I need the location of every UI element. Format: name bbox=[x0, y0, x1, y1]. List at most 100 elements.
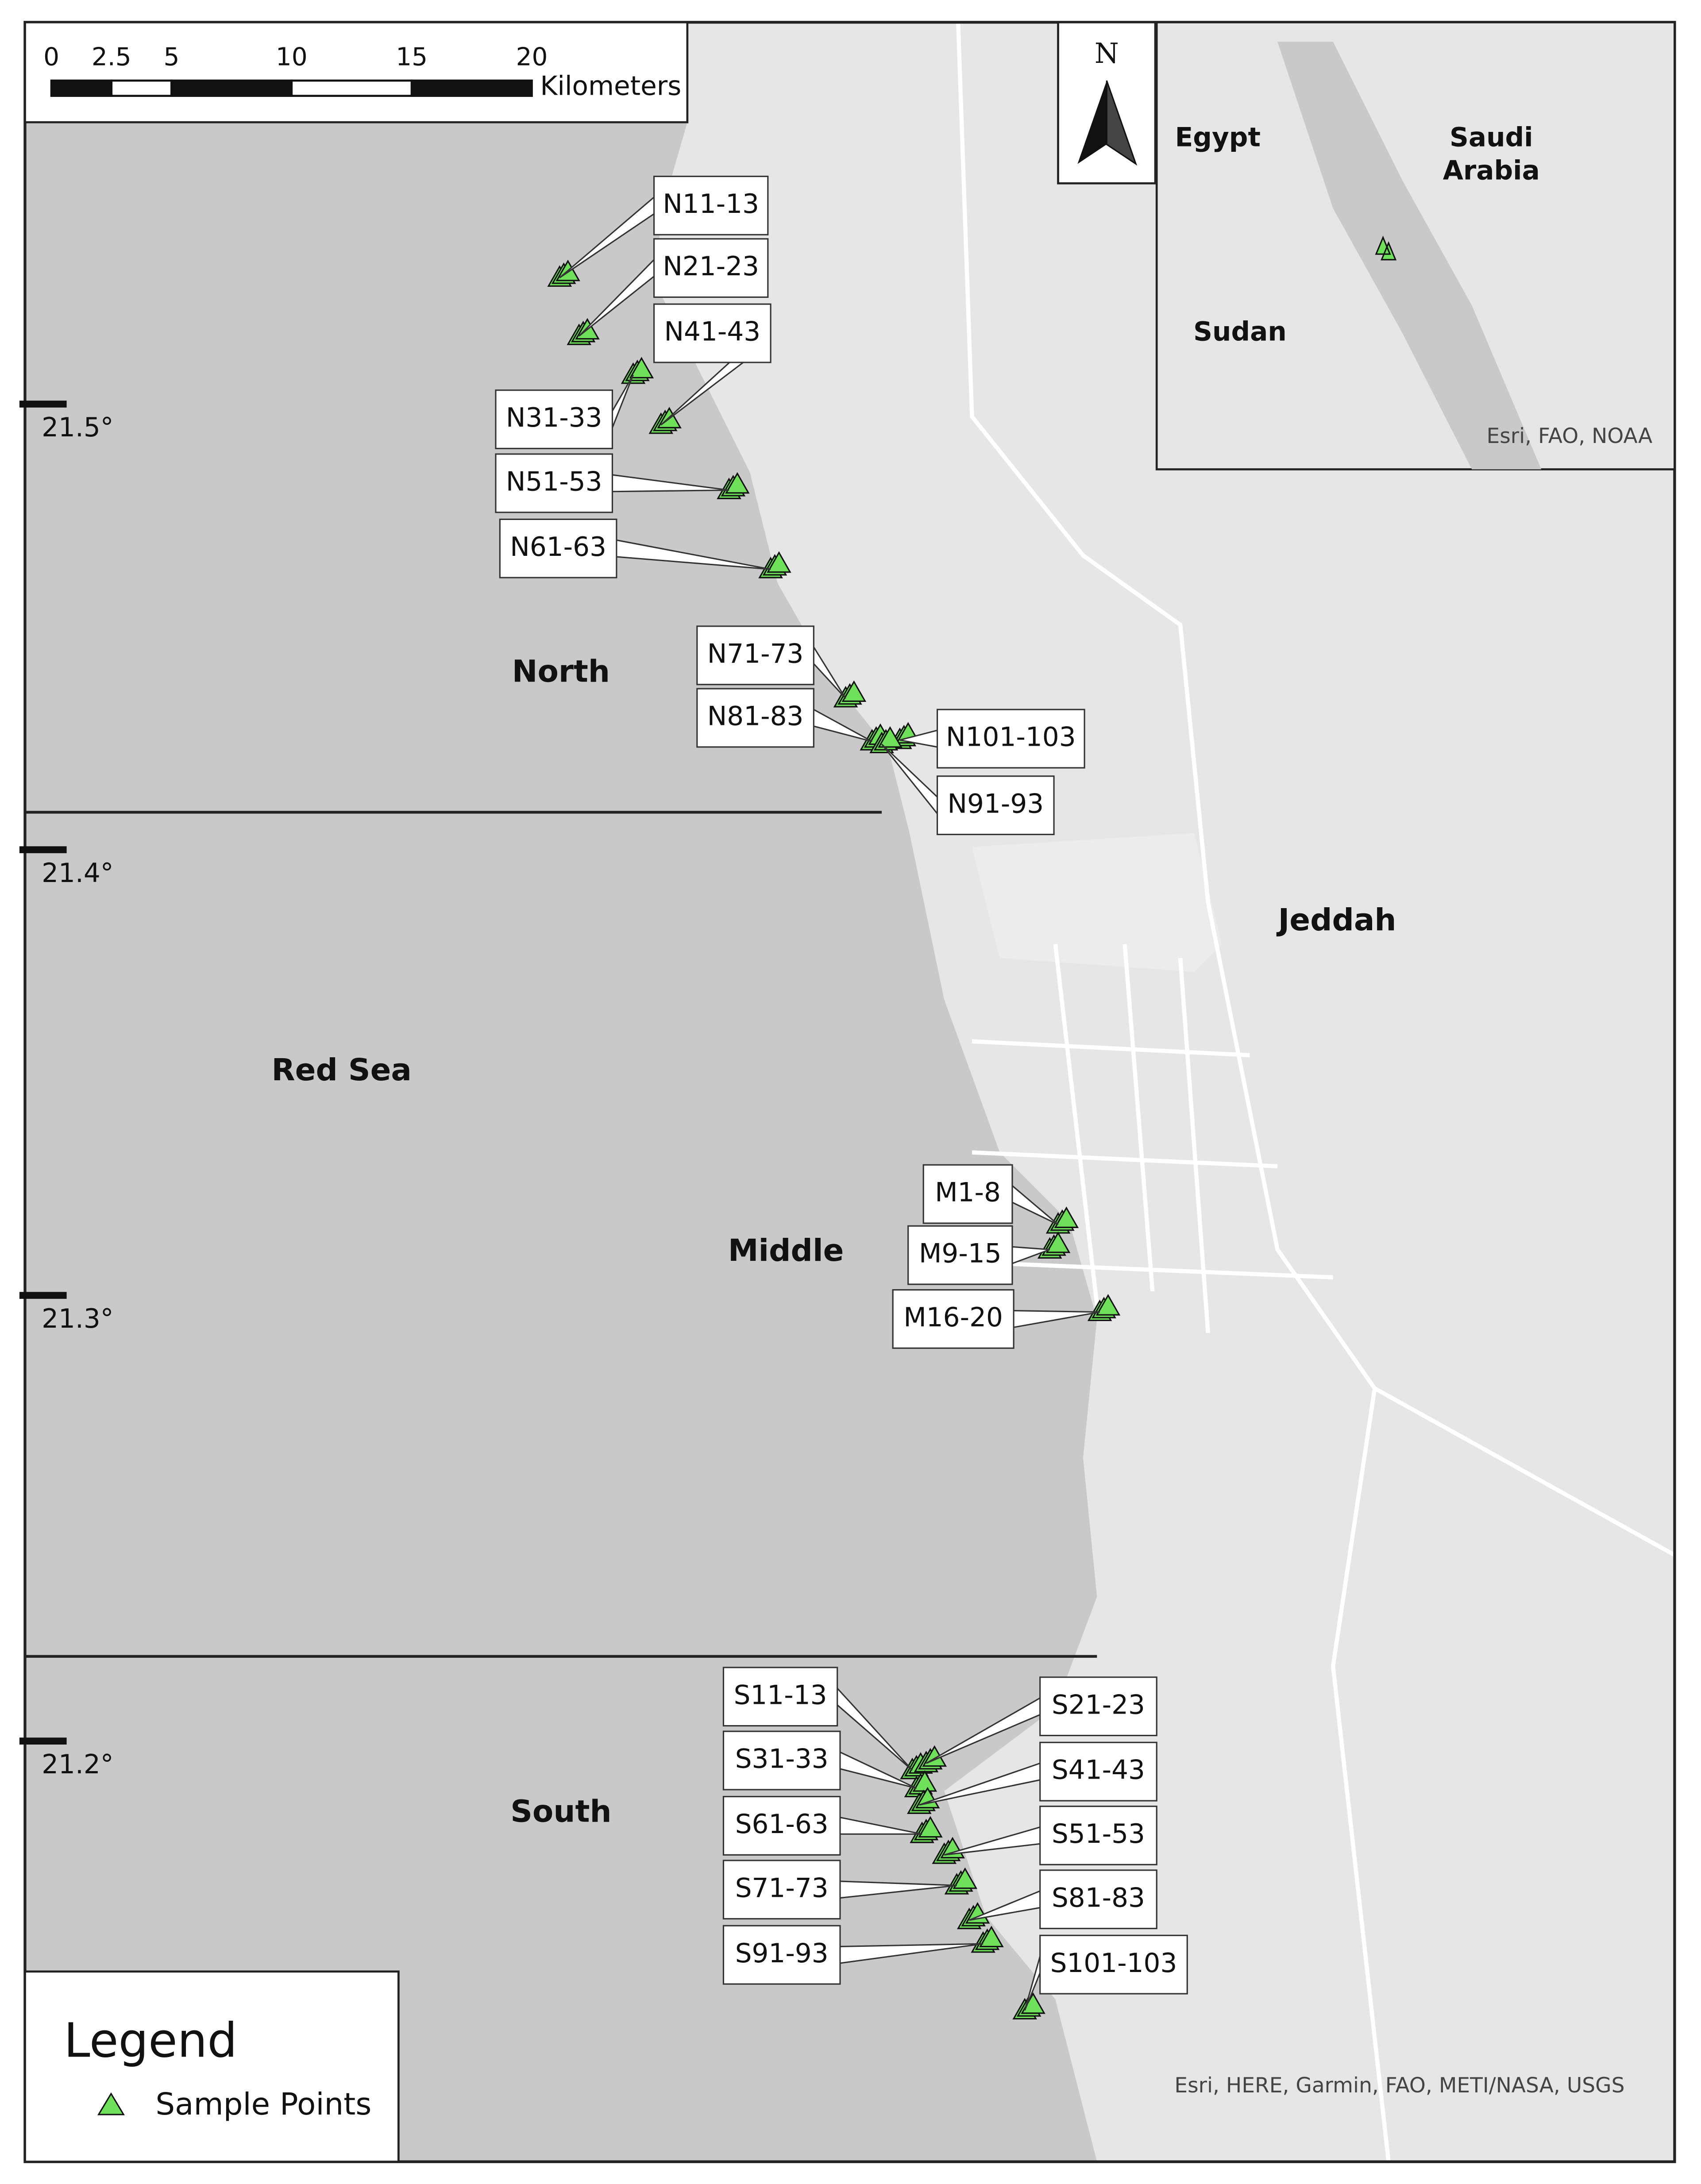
airport-area bbox=[972, 833, 1222, 972]
sample-triangle bbox=[1045, 1231, 1071, 1253]
sample-label: S41-43 bbox=[1052, 1755, 1145, 1786]
sample-label: N21-23 bbox=[663, 251, 759, 282]
leader-line bbox=[1012, 1246, 1050, 1264]
leader-line bbox=[612, 474, 729, 493]
scale-tick-label: 10 bbox=[276, 43, 308, 72]
scale-tick-label: 20 bbox=[516, 43, 548, 72]
inset-sea bbox=[1277, 42, 1542, 470]
map-frame bbox=[23, 21, 1676, 2163]
label-box bbox=[937, 709, 1085, 769]
legend: Legend Sample Points bbox=[24, 1970, 400, 2163]
arrow-left bbox=[1077, 81, 1107, 164]
latitude-label: 21.2° bbox=[42, 1749, 114, 1780]
leader-line bbox=[840, 1817, 922, 1835]
sample-label: N51-53 bbox=[506, 466, 602, 497]
sample-label: S31-33 bbox=[735, 1744, 829, 1775]
map-labels: 21.5° 21.4° 21.3° 21.2° North Middle South Red … bbox=[19, 401, 1396, 1829]
north-label: N bbox=[1095, 37, 1119, 69]
label-box bbox=[1039, 1741, 1157, 1802]
sample-triangle bbox=[915, 1787, 940, 1809]
scale-box bbox=[24, 21, 689, 123]
scale-segment bbox=[410, 79, 533, 97]
leader-line bbox=[944, 1826, 1041, 1856]
label-box bbox=[722, 1925, 841, 1985]
leader-line bbox=[919, 1762, 1041, 1806]
sample-label: M9-15 bbox=[919, 1239, 1002, 1269]
scale-tick-label: 0 bbox=[43, 43, 59, 72]
inset-attribution: Esri, FAO, NOAA bbox=[1487, 424, 1653, 448]
country-label: Saudi bbox=[1450, 122, 1533, 153]
leader-line bbox=[579, 259, 655, 337]
arrow-right bbox=[1106, 80, 1138, 166]
sample-triangle bbox=[953, 1867, 978, 1889]
sample-label: S11-13 bbox=[734, 1680, 827, 1710]
sample-label: N61-63 bbox=[510, 532, 606, 562]
sample-triangle bbox=[725, 472, 750, 494]
leader-line bbox=[899, 729, 937, 748]
sea bbox=[25, 22, 1097, 2162]
sample-label: M1-8 bbox=[935, 1178, 1001, 1208]
sample-label: N11-13 bbox=[663, 189, 759, 220]
latitude-label: 21.5° bbox=[42, 412, 114, 443]
sample-triangle bbox=[912, 1770, 937, 1792]
label-box bbox=[722, 1667, 838, 1727]
label-box bbox=[892, 1289, 1014, 1349]
latitude-label: 21.3° bbox=[42, 1304, 114, 1334]
sample-triangle bbox=[878, 726, 903, 748]
scale-tick-label: 15 bbox=[396, 43, 428, 72]
legend-symbol bbox=[97, 2092, 125, 2115]
scale-tick-label: 5 bbox=[163, 43, 179, 72]
label-box bbox=[696, 688, 814, 748]
sample-label: S91-93 bbox=[735, 1938, 829, 1969]
sample-label: S71-73 bbox=[735, 1873, 829, 1903]
leader-line bbox=[926, 1697, 1041, 1764]
label-box bbox=[1039, 1805, 1157, 1865]
sample-label: N41-43 bbox=[664, 317, 760, 347]
sample-points: N11-13 N21-23 N41-43 N31-33 N51-53 N61-63 N71-… bbox=[495, 175, 1188, 2020]
label-box bbox=[937, 775, 1055, 836]
sample-label: S101-103 bbox=[1050, 1948, 1177, 1979]
country-label: Sudan bbox=[1193, 317, 1287, 347]
label-box bbox=[907, 1225, 1013, 1285]
leader-line bbox=[969, 1890, 1041, 1921]
sample-label: M16-20 bbox=[903, 1302, 1003, 1333]
label-box bbox=[1039, 1676, 1157, 1737]
country-label: Arabia bbox=[1443, 156, 1540, 186]
label-box bbox=[653, 303, 771, 363]
sample-label: N71-73 bbox=[707, 639, 804, 669]
label-box bbox=[1039, 1934, 1188, 1995]
sample-triangle bbox=[918, 1816, 943, 1838]
country-label: Egypt bbox=[1175, 122, 1261, 153]
scale-segment bbox=[170, 79, 293, 97]
sample-label: N31-33 bbox=[506, 403, 602, 433]
label-box bbox=[696, 625, 814, 686]
label-box bbox=[722, 1796, 841, 1856]
leader-line bbox=[881, 743, 938, 814]
sample-triangle bbox=[1054, 1206, 1079, 1228]
region-label: South bbox=[510, 1794, 611, 1829]
sample-triangle bbox=[1095, 1294, 1121, 1316]
legend-box bbox=[24, 1970, 400, 2163]
latitude-label: 21.4° bbox=[42, 858, 114, 889]
sample-label: S51-53 bbox=[1052, 1819, 1145, 1849]
scale-segment bbox=[110, 79, 173, 97]
leader-line bbox=[813, 709, 872, 742]
sample-triangle bbox=[979, 1926, 1004, 1947]
leader-line bbox=[837, 1687, 913, 1771]
label-box bbox=[495, 453, 613, 513]
leader-line bbox=[1011, 1185, 1059, 1225]
legend-item: Sample Points bbox=[155, 2087, 371, 2122]
region-label: Middle bbox=[728, 1233, 844, 1268]
leader-line bbox=[840, 1751, 917, 1789]
sample-triangle bbox=[767, 551, 791, 573]
sample-label: S61-63 bbox=[735, 1809, 829, 1840]
label-box bbox=[495, 389, 613, 450]
sample-label: S81-83 bbox=[1052, 1883, 1145, 1913]
scale-segment bbox=[50, 79, 113, 97]
attribution: Esri, HERE, Garmin, FAO, METI/NASA, USGS bbox=[1174, 2073, 1624, 2098]
legend-title: Legend bbox=[64, 2013, 237, 2068]
label-box bbox=[722, 1860, 841, 1920]
sample-triangle bbox=[629, 357, 654, 379]
